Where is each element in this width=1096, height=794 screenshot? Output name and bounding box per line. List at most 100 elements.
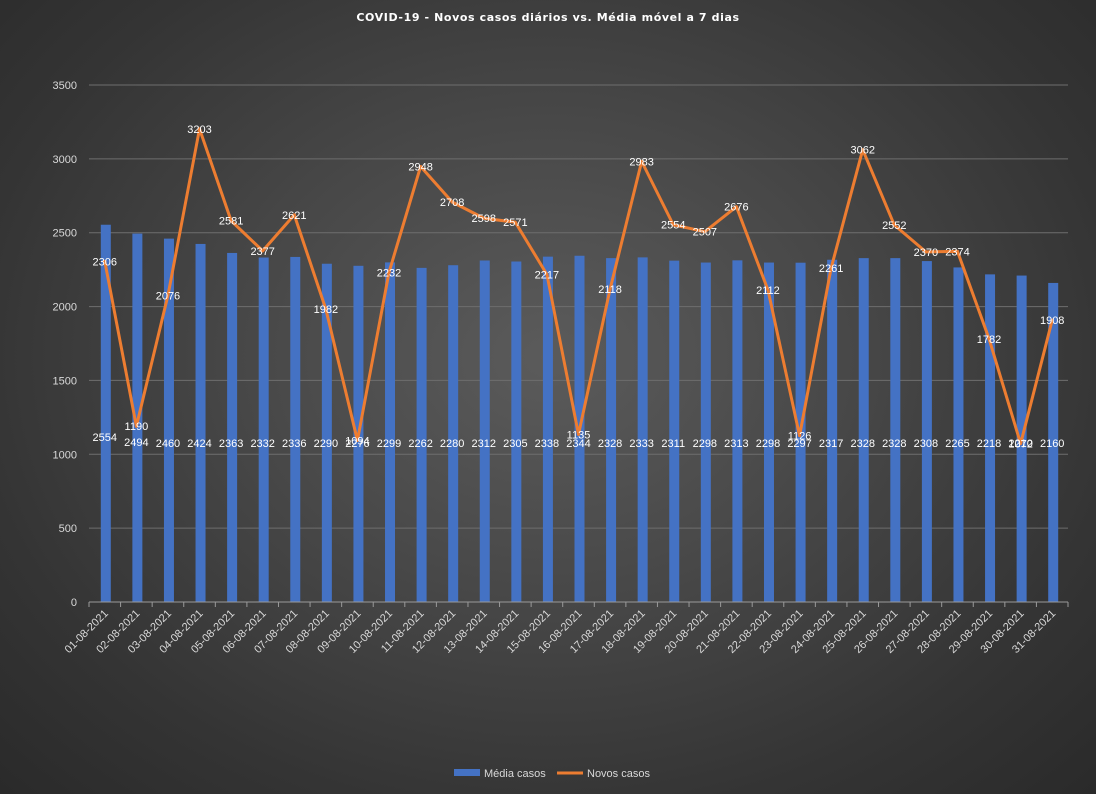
bar — [1048, 282, 1059, 602]
line-point — [640, 159, 644, 163]
bar — [511, 261, 522, 602]
bar — [700, 262, 711, 602]
bar-data-label: 2338 — [535, 438, 559, 450]
line-data-label: 2948 — [408, 162, 432, 174]
bar-data-label: 2313 — [724, 438, 748, 450]
line-data-label: 1908 — [1040, 315, 1064, 327]
bar-data-label: 2312 — [472, 438, 496, 450]
line-point — [892, 223, 896, 227]
bar — [195, 243, 206, 603]
bar — [385, 262, 396, 602]
y-tick-label: 1500 — [53, 375, 77, 387]
line-data-label: 1190 — [125, 421, 149, 433]
line-data-label: 2377 — [250, 246, 274, 258]
y-tick-label: 500 — [59, 523, 77, 535]
line-data-label: 3062 — [850, 145, 874, 157]
bar-data-label: 2328 — [850, 438, 874, 450]
line-data-label: 2708 — [440, 197, 464, 209]
line-point — [577, 432, 580, 436]
line-point — [545, 273, 549, 277]
line-point — [703, 230, 707, 234]
line-data-label: 2983 — [629, 156, 653, 168]
bar-data-label: 2424 — [187, 438, 211, 450]
line-data-label: 1135 — [567, 429, 591, 441]
line-point — [103, 259, 107, 263]
line-point — [671, 223, 675, 227]
line-data-label: 2118 — [598, 284, 622, 296]
bar — [258, 257, 269, 602]
bar-data-label: 2311 — [661, 438, 685, 450]
line-point — [861, 148, 865, 152]
bar-data-label: 2298 — [693, 438, 717, 450]
y-tick-label: 0 — [71, 597, 77, 609]
line-point — [924, 250, 928, 254]
line-point — [166, 293, 170, 297]
bar — [953, 267, 964, 602]
bar-data-label: 2494 — [124, 437, 148, 449]
bar — [100, 224, 111, 602]
line-series — [103, 127, 1054, 446]
line-data-label: 2554 — [661, 220, 685, 232]
line-point — [955, 249, 959, 253]
line-data-label: 2112 — [756, 285, 780, 297]
bar-data-label: 2332 — [250, 438, 274, 450]
line-data-label: 2571 — [503, 217, 527, 229]
bar-data-label: 2363 — [219, 438, 243, 450]
line-point — [1019, 442, 1023, 446]
line-data-label: 1126 — [788, 431, 812, 443]
y-tick-label: 2000 — [53, 302, 77, 314]
line-data-label: 2217 — [535, 270, 559, 282]
bar-data-label: 2333 — [629, 438, 653, 450]
bar — [921, 261, 932, 602]
line-point — [482, 216, 486, 220]
line-data-label: 2676 — [724, 202, 748, 214]
bar-data-label: 2280 — [440, 438, 464, 450]
bar-data-label: 2298 — [756, 438, 780, 450]
line-point — [1050, 318, 1054, 322]
line-data-label: 2261 — [819, 263, 843, 275]
bar-data-label: 2299 — [377, 438, 401, 450]
line-data-label: 3203 — [187, 124, 211, 136]
line-data-label: 1094 — [345, 435, 369, 447]
bar — [227, 252, 238, 602]
line-point — [324, 307, 328, 311]
line-point — [419, 165, 423, 169]
line-data-label: 1072 — [1008, 439, 1032, 451]
line-data-label: 2598 — [472, 213, 496, 225]
x-axis: 01-08-202102-08-202103-08-202104-08-2021… — [63, 601, 1069, 656]
line-point — [734, 205, 738, 209]
line-point — [987, 337, 991, 341]
y-tick-label: 3500 — [53, 80, 77, 92]
legend-label-novos-casos: Novos casos — [587, 768, 650, 780]
bar-series — [100, 224, 1059, 603]
bar-data-label: 2276 — [345, 438, 369, 450]
line-point — [292, 213, 296, 217]
line-point — [766, 288, 770, 292]
bar-data-labels: 2554 2494 2460 2424 2363 2332 2336 2290 2276 2299… — [93, 432, 1065, 450]
bar — [542, 256, 553, 602]
chart-title: COVID-19 - Novos casos diários vs. Média… — [356, 11, 739, 24]
line-data-label: 2374 — [945, 246, 969, 258]
bar — [827, 259, 838, 602]
bar — [858, 258, 869, 602]
line-data-label: 2306 — [93, 256, 117, 268]
bar-data-label: 2210 — [1008, 438, 1032, 450]
bar-data-label: 2160 — [1040, 438, 1064, 450]
y-axis: 0 500 1000 1500 2000 2500 3000 3500 — [53, 80, 77, 609]
line-point — [355, 438, 359, 442]
line-point — [229, 219, 233, 223]
bar-data-label: 2328 — [882, 438, 906, 450]
bar-data-label: 2262 — [408, 438, 432, 450]
bar — [890, 258, 901, 602]
bar — [669, 260, 680, 602]
y-tick-label: 3000 — [53, 154, 77, 166]
bar-data-label: 2297 — [787, 438, 811, 450]
bar-data-label: 2308 — [914, 438, 938, 450]
line-data-labels: 2306 1190 2076 3203 2581 2377 2621 1982 1094 2232… — [93, 124, 1065, 451]
bar — [606, 258, 617, 602]
bar-data-label: 2460 — [156, 438, 180, 450]
line-data-label: 1782 — [977, 334, 1001, 346]
bar-data-label: 2336 — [282, 438, 306, 450]
line-data-label: 2507 — [693, 227, 717, 239]
